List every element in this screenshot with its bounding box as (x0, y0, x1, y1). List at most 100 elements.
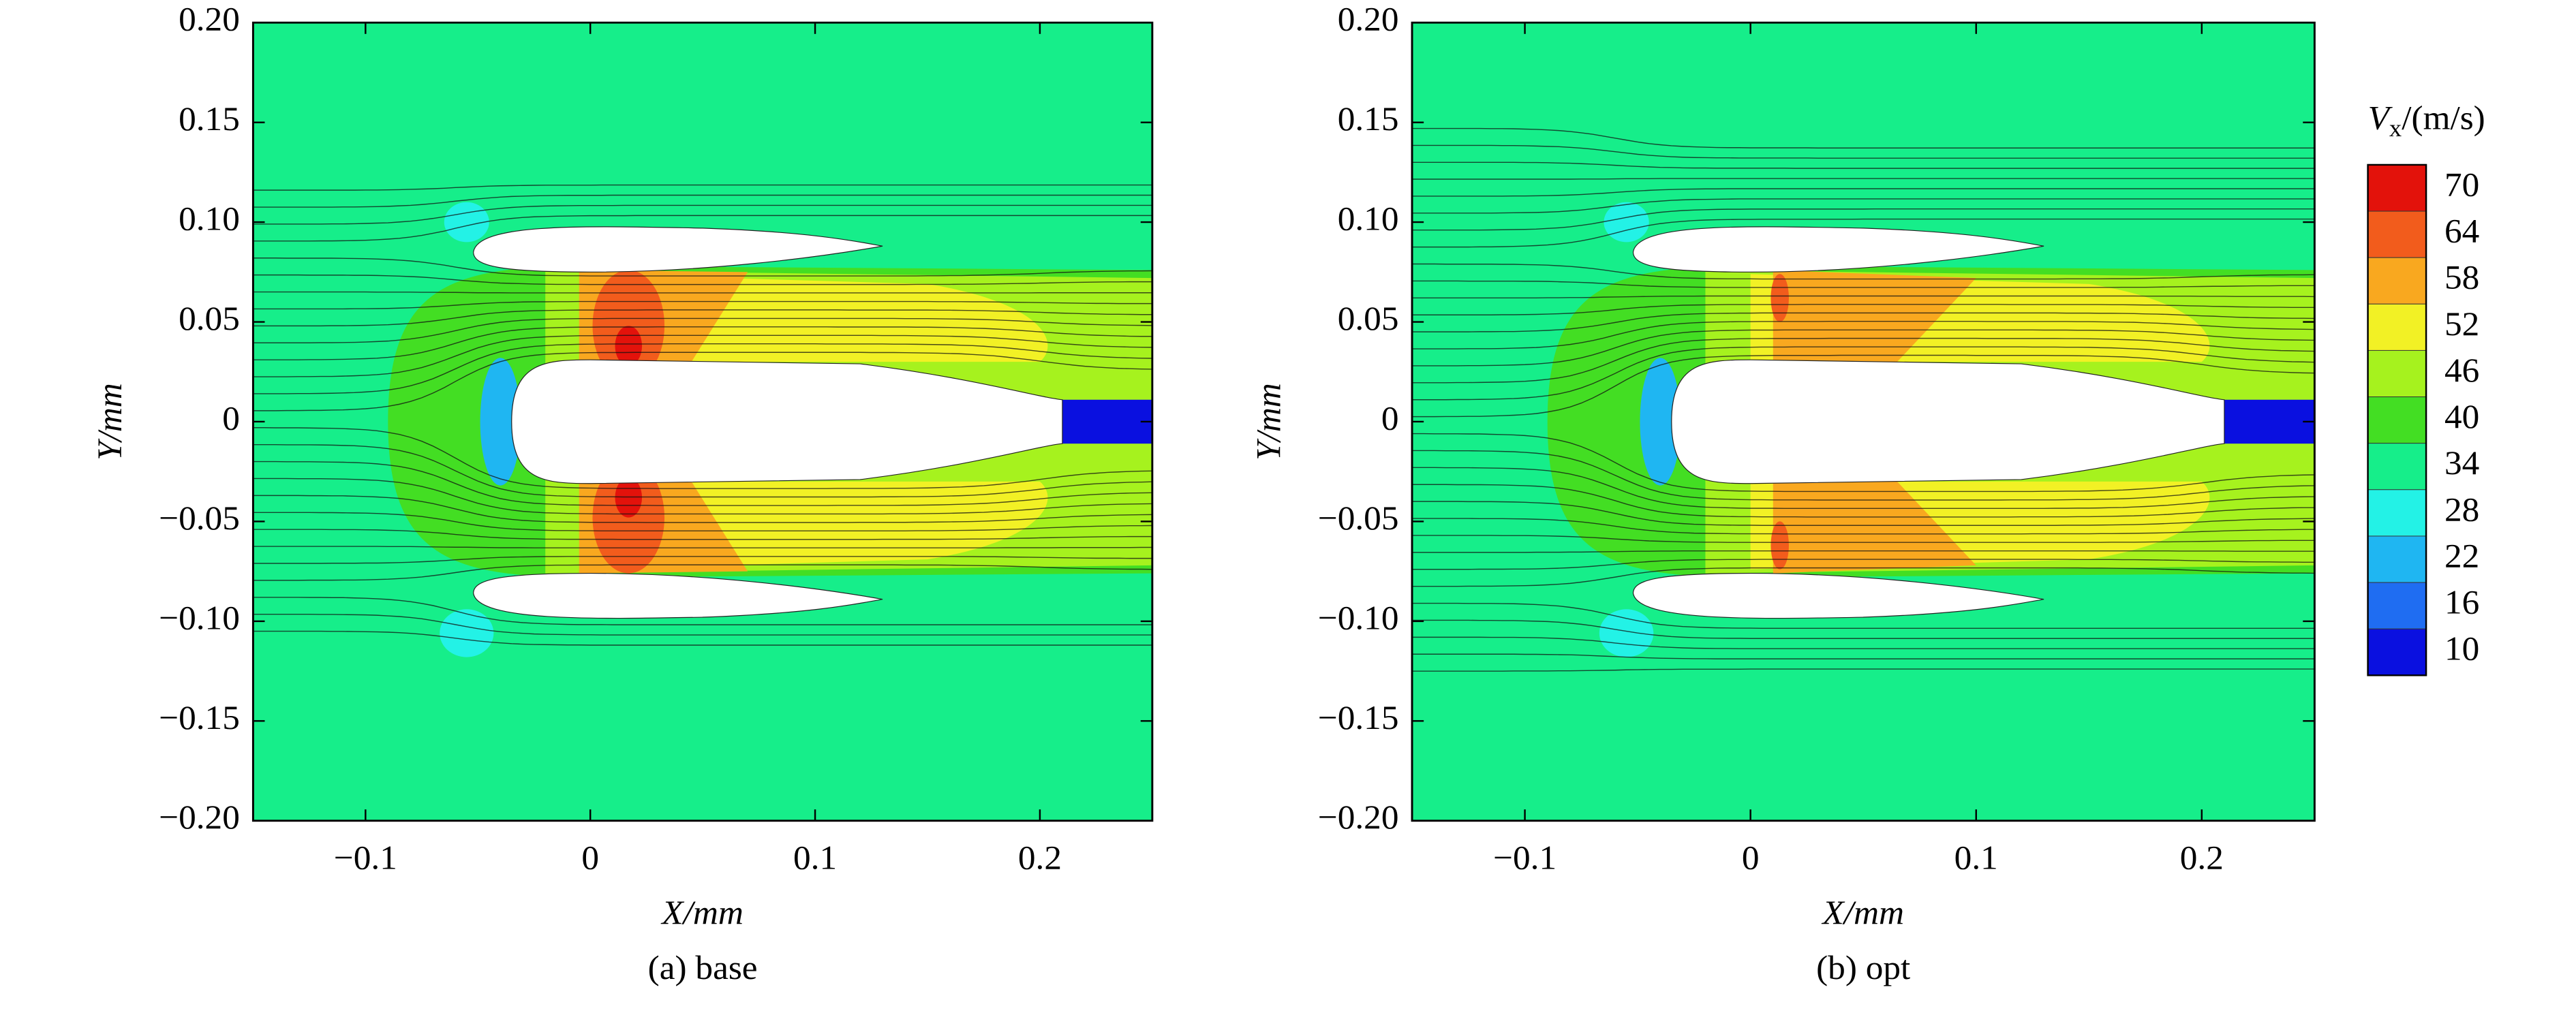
streamline (253, 352, 1152, 411)
blade (473, 226, 883, 272)
blade (511, 359, 1063, 484)
contour-region (440, 609, 494, 657)
streamline (1412, 559, 2315, 570)
x-tick-label: 0.1 (793, 839, 837, 876)
colorbar-swatch (2367, 211, 2427, 258)
colorbar-label: 46 (2444, 352, 2479, 389)
streamline (253, 443, 1152, 498)
colorbar-swatch (2367, 628, 2427, 676)
blade (473, 572, 883, 619)
streamline (1412, 218, 2315, 248)
y-tick-label: 0.20 (1338, 0, 1399, 37)
caption: (b) opt (1816, 948, 1910, 986)
colorbar-frame (2367, 163, 2427, 676)
contour-region (1062, 399, 1152, 444)
blade (1671, 359, 2225, 484)
y-tick-label: 0 (222, 399, 240, 437)
y-tick-label: −0.15 (1318, 698, 1399, 736)
streamline (1412, 433, 2315, 493)
streamline (253, 597, 1152, 625)
x-tick-label: 0.2 (2180, 839, 2224, 876)
colorbar-label: 40 (2444, 398, 2479, 435)
colorbar-label: 34 (2444, 444, 2479, 482)
streamline (253, 529, 1152, 540)
x-tick-label: −0.1 (1493, 839, 1557, 876)
streamline (1412, 337, 2315, 384)
streamline (1412, 295, 2315, 299)
streamline (1412, 127, 2315, 149)
y-tick-label: 0.15 (179, 100, 240, 138)
contour-region (444, 202, 489, 243)
streamline (1412, 636, 2315, 649)
y-tick-label: −0.20 (159, 798, 240, 836)
colorbar-subscript: x (2389, 115, 2402, 142)
colorbar-label: 64 (2444, 212, 2479, 249)
y-tick-label: −0.05 (1318, 499, 1399, 537)
streamline (1412, 178, 2315, 180)
contour-panel: −0.20−0.15−0.10−0.0500.050.100.150.20−0.… (1249, 0, 2316, 986)
colorbar-label: 58 (2444, 258, 2479, 296)
y-tick-label: −0.20 (1318, 798, 1399, 836)
streamline (1412, 484, 2315, 518)
colorbar-symbol: V (2368, 99, 2393, 136)
x-axis-label: X/mm (660, 894, 743, 931)
y-axis-label: Y/mm (90, 383, 129, 460)
contour-region (1770, 274, 1789, 322)
streamline (253, 194, 1152, 208)
streamline (1412, 188, 2315, 197)
streamline (253, 300, 1152, 310)
contour-region (615, 478, 643, 518)
streamline (1412, 668, 2315, 672)
streamline (253, 546, 1152, 548)
streamline (253, 184, 1152, 191)
streamline (1412, 280, 2315, 288)
caption: (a) base (648, 948, 758, 986)
streamline (1412, 208, 2315, 231)
x-tick-label: 0 (581, 839, 599, 876)
y-tick-label: −0.05 (159, 499, 240, 537)
streamline (253, 461, 1152, 506)
streamline (253, 613, 1152, 636)
streamline (1412, 602, 2315, 629)
streamline (1412, 329, 2315, 367)
contour-region (1773, 481, 1976, 574)
field (253, 22, 1152, 821)
streamline (1412, 346, 2315, 401)
contour-region (615, 326, 643, 366)
streamline (1412, 321, 2315, 349)
streamline (253, 215, 1152, 242)
streamline (1412, 535, 2315, 543)
streamline (253, 495, 1152, 523)
streamline (1412, 312, 2315, 332)
streamline (253, 478, 1152, 515)
streamline (253, 343, 1152, 394)
contour-region (1770, 521, 1789, 570)
colorbar-label: 52 (2444, 305, 2479, 342)
field (1412, 22, 2315, 821)
streamline (1412, 304, 2315, 315)
colorbar-label: 16 (2444, 583, 2479, 621)
colorbar-label: 70 (2444, 166, 2479, 203)
x-tick-label: 0.1 (1954, 839, 1998, 876)
y-tick-label: 0.05 (179, 300, 240, 337)
colorbar-label: 10 (2444, 629, 2479, 667)
streamline (253, 204, 1152, 225)
streamline (1412, 450, 2315, 501)
y-tick-label: 0.10 (1338, 200, 1399, 237)
streamline (253, 334, 1152, 377)
streamline (253, 326, 1152, 360)
y-tick-label: −0.10 (1318, 599, 1399, 636)
contour-region (1604, 202, 1649, 243)
colorbar-label: 22 (2444, 537, 2479, 574)
colorbar-swatch (2367, 489, 2427, 537)
streamline (1412, 518, 2315, 535)
colorbar-swatch (2367, 582, 2427, 629)
streamline (253, 309, 1152, 327)
contour-region (592, 270, 665, 382)
blade (1632, 572, 2044, 619)
streamline (1412, 144, 2315, 159)
colorbar-title: Vx/(m/s) (2368, 99, 2485, 142)
streamline (1412, 354, 2315, 418)
y-tick-label: −0.15 (159, 698, 240, 736)
